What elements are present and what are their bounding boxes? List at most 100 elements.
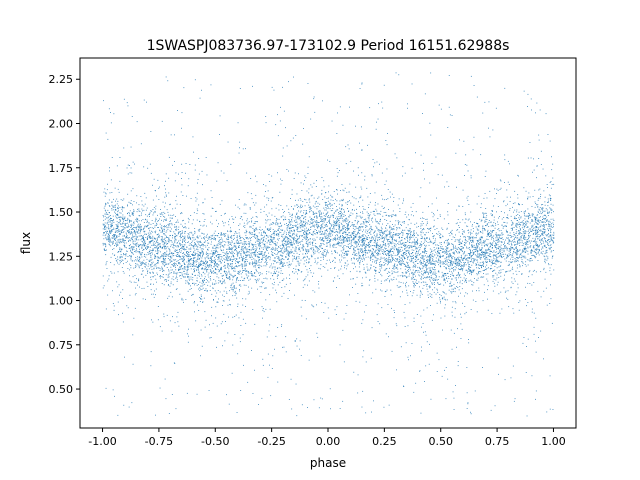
- data-point: [148, 241, 150, 242]
- data-point: [280, 205, 282, 206]
- data-point: [246, 261, 248, 262]
- data-point: [404, 238, 405, 239]
- data-point: [213, 270, 215, 272]
- data-point: [235, 240, 237, 242]
- data-point: [121, 259, 123, 261]
- data-point: [136, 202, 137, 204]
- data-point: [272, 266, 274, 268]
- data-point: [496, 193, 497, 194]
- data-point: [337, 223, 339, 225]
- data-point: [453, 267, 454, 268]
- data-point: [217, 251, 219, 253]
- data-point: [533, 245, 535, 247]
- data-point: [359, 271, 361, 273]
- data-point: [204, 236, 206, 238]
- data-point: [424, 178, 425, 180]
- data-point: [470, 250, 471, 252]
- data-point: [237, 261, 239, 263]
- data-point: [484, 220, 486, 222]
- data-point: [498, 255, 500, 257]
- data-point: [263, 247, 265, 249]
- data-point: [339, 259, 340, 261]
- data-point: [419, 294, 421, 296]
- data-point: [514, 190, 516, 192]
- data-point: [199, 297, 201, 298]
- data-point: [230, 252, 232, 254]
- data-point: [215, 251, 217, 252]
- data-point: [196, 192, 198, 194]
- data-point: [545, 240, 546, 242]
- data-point: [237, 241, 239, 243]
- data-point: [340, 199, 342, 201]
- data-point: [202, 255, 203, 257]
- data-point: [441, 297, 443, 299]
- data-point: [156, 223, 158, 225]
- data-point: [299, 262, 301, 264]
- data-point: [259, 243, 261, 245]
- data-point: [538, 139, 540, 141]
- data-point: [336, 243, 338, 245]
- data-point: [462, 270, 463, 272]
- data-point: [399, 286, 400, 288]
- data-point: [439, 236, 441, 238]
- data-point: [157, 234, 159, 235]
- data-point: [113, 113, 115, 115]
- data-point: [129, 280, 131, 282]
- data-point: [139, 248, 140, 250]
- data-point: [257, 261, 259, 263]
- data-point: [360, 195, 362, 197]
- data-point: [400, 257, 402, 259]
- data-point: [513, 232, 515, 234]
- data-point: [459, 252, 460, 254]
- data-point: [442, 275, 444, 276]
- data-point: [532, 250, 533, 252]
- data-point: [498, 246, 500, 248]
- data-point: [487, 234, 489, 236]
- data-point: [180, 272, 182, 273]
- data-point: [494, 254, 496, 256]
- data-point: [536, 248, 538, 250]
- data-point: [451, 257, 453, 259]
- data-point: [471, 258, 472, 260]
- data-point: [362, 238, 363, 240]
- data-point: [389, 281, 390, 283]
- data-point: [179, 204, 181, 205]
- data-point: [547, 256, 549, 258]
- data-point: [348, 216, 350, 218]
- data-point: [550, 229, 552, 231]
- data-point: [135, 226, 137, 228]
- data-point: [316, 248, 318, 250]
- data-point: [289, 251, 290, 253]
- data-point: [482, 264, 484, 266]
- data-point: [316, 222, 318, 224]
- data-point: [122, 232, 124, 233]
- data-point: [439, 235, 441, 236]
- data-point: [416, 255, 418, 257]
- data-point: [105, 231, 107, 232]
- data-point: [204, 258, 206, 260]
- data-point: [272, 249, 273, 251]
- data-point: [269, 364, 270, 366]
- data-point: [464, 251, 466, 252]
- data-point: [339, 227, 340, 229]
- data-point: [102, 223, 104, 225]
- data-point: [391, 246, 393, 248]
- data-point: [422, 211, 424, 213]
- data-point: [229, 279, 231, 281]
- data-point: [106, 232, 108, 234]
- data-point: [126, 250, 128, 252]
- data-point: [259, 242, 261, 244]
- data-point: [113, 221, 115, 223]
- data-point: [266, 260, 267, 261]
- data-point: [357, 253, 359, 255]
- data-point: [308, 192, 310, 194]
- data-point: [292, 260, 294, 262]
- data-point: [229, 290, 230, 292]
- data-point: [482, 252, 484, 254]
- data-point: [469, 269, 471, 271]
- data-point: [142, 262, 144, 263]
- data-point: [485, 269, 487, 271]
- data-point: [421, 263, 423, 264]
- data-point: [137, 232, 139, 234]
- data-point: [381, 205, 383, 207]
